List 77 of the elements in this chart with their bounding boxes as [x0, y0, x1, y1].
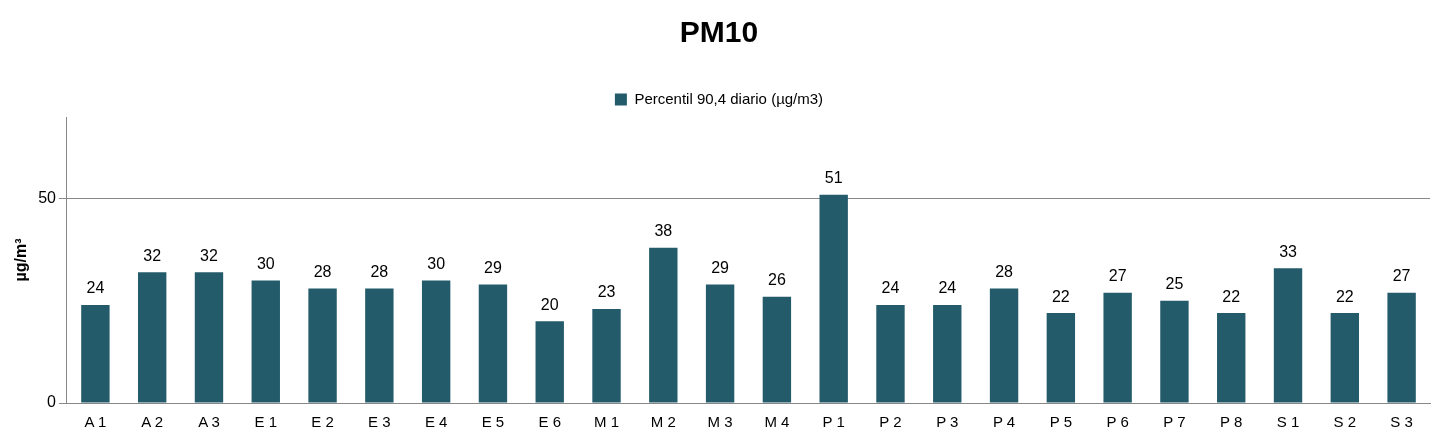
- legend-label: Percentil 90,4 diario (µg/m3): [634, 89, 824, 107]
- data-label: 28: [995, 263, 1014, 281]
- data-label: 27: [1392, 267, 1411, 285]
- x-tick-label: E 4: [424, 413, 448, 431]
- bar: [1273, 268, 1303, 403]
- bar: [876, 304, 905, 403]
- bar: [762, 296, 792, 403]
- x-tick-label: P 3: [936, 413, 959, 431]
- bar: [308, 288, 337, 403]
- bar: [705, 284, 735, 403]
- x-tick-label: A 2: [141, 413, 164, 431]
- data-label: 24: [881, 279, 900, 297]
- data-label: 22: [1222, 287, 1241, 305]
- data-label: 22: [1335, 287, 1354, 305]
- x-tick-label: P 1: [822, 413, 845, 431]
- data-label: 28: [370, 263, 389, 281]
- bar: [989, 288, 1019, 403]
- x-tick-label: S 3: [1390, 413, 1413, 431]
- x-tick-label: E 5: [481, 413, 505, 431]
- data-label: 27: [1108, 267, 1127, 285]
- data-label: 38: [654, 222, 673, 240]
- data-label: 30: [256, 254, 275, 272]
- bar: [592, 309, 621, 403]
- x-tick-label: E 2: [311, 413, 334, 431]
- bar: [137, 272, 167, 403]
- data-label: 29: [484, 258, 502, 276]
- chart-title: PM10: [679, 15, 759, 49]
- x-tick-label: E 1: [254, 413, 278, 431]
- data-label: 20: [540, 295, 559, 313]
- bar: [649, 247, 678, 403]
- data-label: 24: [86, 279, 105, 297]
- data-label: 26: [768, 271, 786, 289]
- bar: [1046, 313, 1076, 403]
- bar: [478, 284, 508, 403]
- x-tick-label: E 3: [368, 413, 391, 431]
- x-tick-label: P 8: [1220, 413, 1243, 431]
- y-tick-label: 50: [38, 189, 57, 207]
- y-axis-title: µg/m³: [12, 238, 30, 282]
- bar: [1160, 300, 1189, 403]
- x-tick-label: P 5: [1049, 413, 1072, 431]
- bar: [81, 304, 110, 403]
- data-label: 29: [711, 258, 730, 276]
- bar: [194, 272, 224, 403]
- bar: [1387, 292, 1416, 403]
- bar: [535, 321, 564, 403]
- bar: [421, 280, 451, 403]
- x-tick-label: P 7: [1163, 413, 1186, 431]
- data-label: 32: [143, 246, 162, 264]
- x-tick-label: A 1: [84, 413, 107, 431]
- x-tick-label: M 2: [650, 413, 676, 431]
- y-tick-label: 0: [47, 393, 57, 411]
- data-label: 32: [200, 246, 218, 264]
- bar: [933, 304, 962, 403]
- x-tick-label: A 3: [198, 413, 220, 431]
- x-tick-label: E 6: [538, 413, 561, 431]
- x-tick-label: S 1: [1276, 413, 1300, 431]
- bar: [819, 194, 848, 403]
- x-tick-label: P 4: [992, 413, 1016, 431]
- bar: [1103, 292, 1132, 403]
- data-label: 30: [427, 254, 446, 272]
- x-tick-label: P 6: [1106, 413, 1129, 431]
- x-tick-label: M 4: [764, 413, 790, 431]
- bar: [1330, 313, 1360, 403]
- x-tick-label: P 2: [879, 413, 902, 431]
- x-tick-label: M 3: [707, 413, 733, 431]
- bar: [251, 280, 280, 403]
- bar: [365, 288, 394, 403]
- data-label: 25: [1165, 275, 1184, 293]
- data-label: 22: [1051, 287, 1070, 305]
- data-label: 23: [597, 283, 616, 301]
- x-tick-label: S 2: [1333, 413, 1357, 431]
- bar: [1217, 313, 1246, 403]
- data-label: 51: [824, 169, 843, 187]
- data-label: 24: [938, 279, 957, 297]
- data-label: 28: [313, 263, 332, 281]
- x-tick-label: M 1: [594, 413, 620, 431]
- data-label: 33: [1279, 242, 1298, 260]
